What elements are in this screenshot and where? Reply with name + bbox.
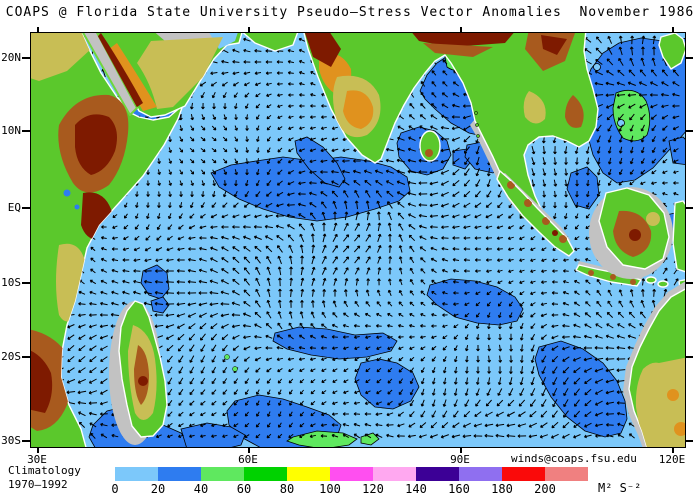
lat-tick-mark: [686, 282, 693, 284]
colorbar-tick-label: 0: [111, 482, 119, 496]
terrain-borneo: [613, 210, 660, 257]
island-ring: [617, 119, 625, 127]
land-sunda-island: [645, 276, 657, 284]
lat-tick-label: 30S: [1, 434, 21, 447]
terrain-africa: [31, 33, 129, 431]
anomaly-patch: [150, 296, 170, 314]
page-title: COAPS @ Florida State University Pseudo–…: [5, 5, 695, 20]
colorbar-segment: [416, 467, 459, 481]
units-label: M² S⁻²: [598, 481, 642, 495]
colorbar-tick-label: 200: [534, 482, 556, 496]
anomaly-patch: [354, 358, 420, 410]
lat-tick-mark: [686, 207, 693, 209]
colorbar-tick-label: 60: [236, 482, 252, 496]
lon-tick-label: 60E: [238, 453, 258, 466]
anomaly-patch: [426, 278, 524, 326]
colorbar-segment: [373, 467, 416, 481]
lon-tick-mark: [460, 27, 462, 32]
land-luzon: [658, 33, 685, 70]
lat-tick-mark: [22, 207, 30, 209]
climatology-label-line2: 1970–1992: [8, 478, 68, 491]
sri-lanka-highland: [425, 149, 433, 157]
colorbar-segment: [502, 467, 545, 481]
terrain-asia: [305, 33, 584, 138]
lon-tick-mark: [672, 448, 674, 453]
lat-tick-mark: [22, 282, 30, 284]
lat-tick-mark: [22, 57, 30, 59]
colorbar-tick-label: 120: [362, 482, 384, 496]
colorbar-segment: [115, 467, 158, 481]
lon-tick-mark: [248, 448, 250, 453]
terrain-madagascar: [128, 325, 157, 420]
email-label: winds@coaps.fsu.edu: [511, 452, 637, 465]
lon-tick-mark: [672, 27, 674, 32]
andaman-island: [474, 111, 478, 115]
map-plot: [31, 33, 685, 447]
andaman-island: [476, 134, 480, 138]
climatology-label-line1: Climatology: [8, 464, 81, 477]
land-sunda-island: [657, 280, 669, 288]
colorbar-tick-label: 160: [448, 482, 470, 496]
colorbar-segment: [459, 467, 502, 481]
land-sri-lanka: [419, 130, 441, 162]
lon-tick-mark: [37, 448, 39, 453]
lat-tick-label: 20S: [1, 350, 21, 363]
map-area: [30, 32, 686, 448]
lat-tick-mark: [22, 130, 30, 132]
colorbar-tick-label: 140: [405, 482, 427, 496]
land-layer: [31, 33, 685, 447]
lat-tick-mark: [22, 356, 30, 358]
colorbar-segment: [330, 467, 373, 481]
terrain-java: [588, 270, 636, 285]
lat-tick-mark: [686, 57, 693, 59]
lake: [63, 189, 71, 197]
land-java: [575, 264, 642, 287]
colorbar-tick-label: 20: [150, 482, 166, 496]
colorbar-tick-label: 180: [491, 482, 513, 496]
anomaly-patch: [272, 326, 398, 360]
lon-tick-label: 120E: [658, 453, 686, 466]
mascarene-island: [232, 366, 238, 372]
colorbar-segment: [545, 467, 588, 481]
island-ring: [593, 63, 601, 71]
land-iran-strip: [242, 33, 299, 52]
lat-tick-mark: [686, 130, 693, 132]
lat-tick-label: 10S: [1, 276, 21, 289]
land-sulawesi: [672, 200, 685, 273]
gulf-of-oman: [209, 33, 238, 49]
colorbar-tick-label: 40: [193, 482, 209, 496]
colorbar-segment: [244, 467, 287, 481]
colorbar-segment: [287, 467, 330, 481]
lon-tick-label: 90E: [450, 453, 470, 466]
lat-tick-label: 20N: [1, 51, 21, 64]
mascarene-island: [224, 354, 230, 360]
terrain-australia: [635, 357, 685, 447]
colorbar-tick-label: 80: [279, 482, 295, 496]
lat-tick-label: EQ: [7, 201, 21, 214]
anomaly-patch: [668, 136, 685, 165]
lon-tick-mark: [37, 27, 39, 32]
lat-tick-mark: [686, 356, 693, 358]
lat-tick-label: 10N: [1, 124, 21, 137]
colorbar-tick-label: 100: [319, 482, 341, 496]
colorbar: [115, 467, 588, 481]
colorbar-segment: [201, 467, 244, 481]
andaman-island: [475, 123, 479, 127]
terrain-sumatra: [507, 181, 567, 243]
colorbar-segment: [158, 467, 201, 481]
lon-tick-mark: [460, 448, 462, 453]
red-sea-gray: [82, 33, 138, 116]
anomaly-patch: [566, 166, 600, 210]
lake: [74, 204, 80, 210]
lon-tick-mark: [248, 27, 250, 32]
lat-tick-mark: [686, 440, 693, 442]
lat-tick-mark: [22, 440, 30, 442]
lon-tick-label: 30E: [27, 453, 47, 466]
